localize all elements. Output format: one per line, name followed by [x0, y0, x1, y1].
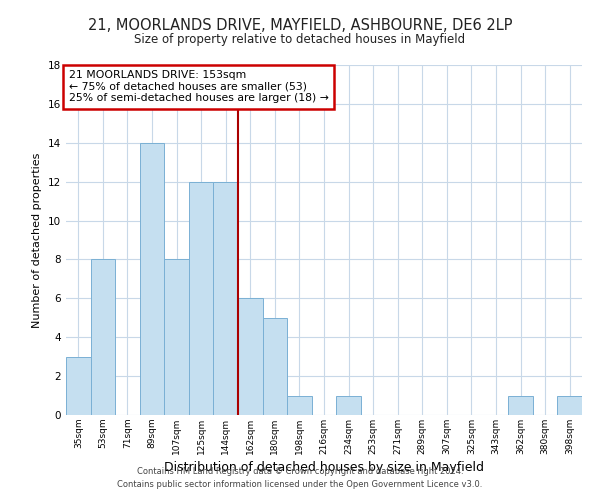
Bar — [189, 182, 214, 415]
Bar — [164, 260, 189, 415]
Text: Size of property relative to detached houses in Mayfield: Size of property relative to detached ho… — [134, 32, 466, 46]
Y-axis label: Number of detached properties: Number of detached properties — [32, 152, 43, 328]
Bar — [140, 143, 164, 415]
Bar — [557, 396, 582, 415]
X-axis label: Distribution of detached houses by size in Mayfield: Distribution of detached houses by size … — [164, 461, 484, 474]
Text: 21 MOORLANDS DRIVE: 153sqm
← 75% of detached houses are smaller (53)
25% of semi: 21 MOORLANDS DRIVE: 153sqm ← 75% of deta… — [68, 70, 328, 103]
Text: Contains HM Land Registry data © Crown copyright and database right 2024.
Contai: Contains HM Land Registry data © Crown c… — [118, 468, 482, 489]
Text: 21, MOORLANDS DRIVE, MAYFIELD, ASHBOURNE, DE6 2LP: 21, MOORLANDS DRIVE, MAYFIELD, ASHBOURNE… — [88, 18, 512, 32]
Bar — [287, 396, 312, 415]
Bar — [91, 260, 115, 415]
Bar — [336, 396, 361, 415]
Bar — [263, 318, 287, 415]
Bar — [66, 356, 91, 415]
Bar — [508, 396, 533, 415]
Bar — [214, 182, 238, 415]
Bar — [238, 298, 263, 415]
